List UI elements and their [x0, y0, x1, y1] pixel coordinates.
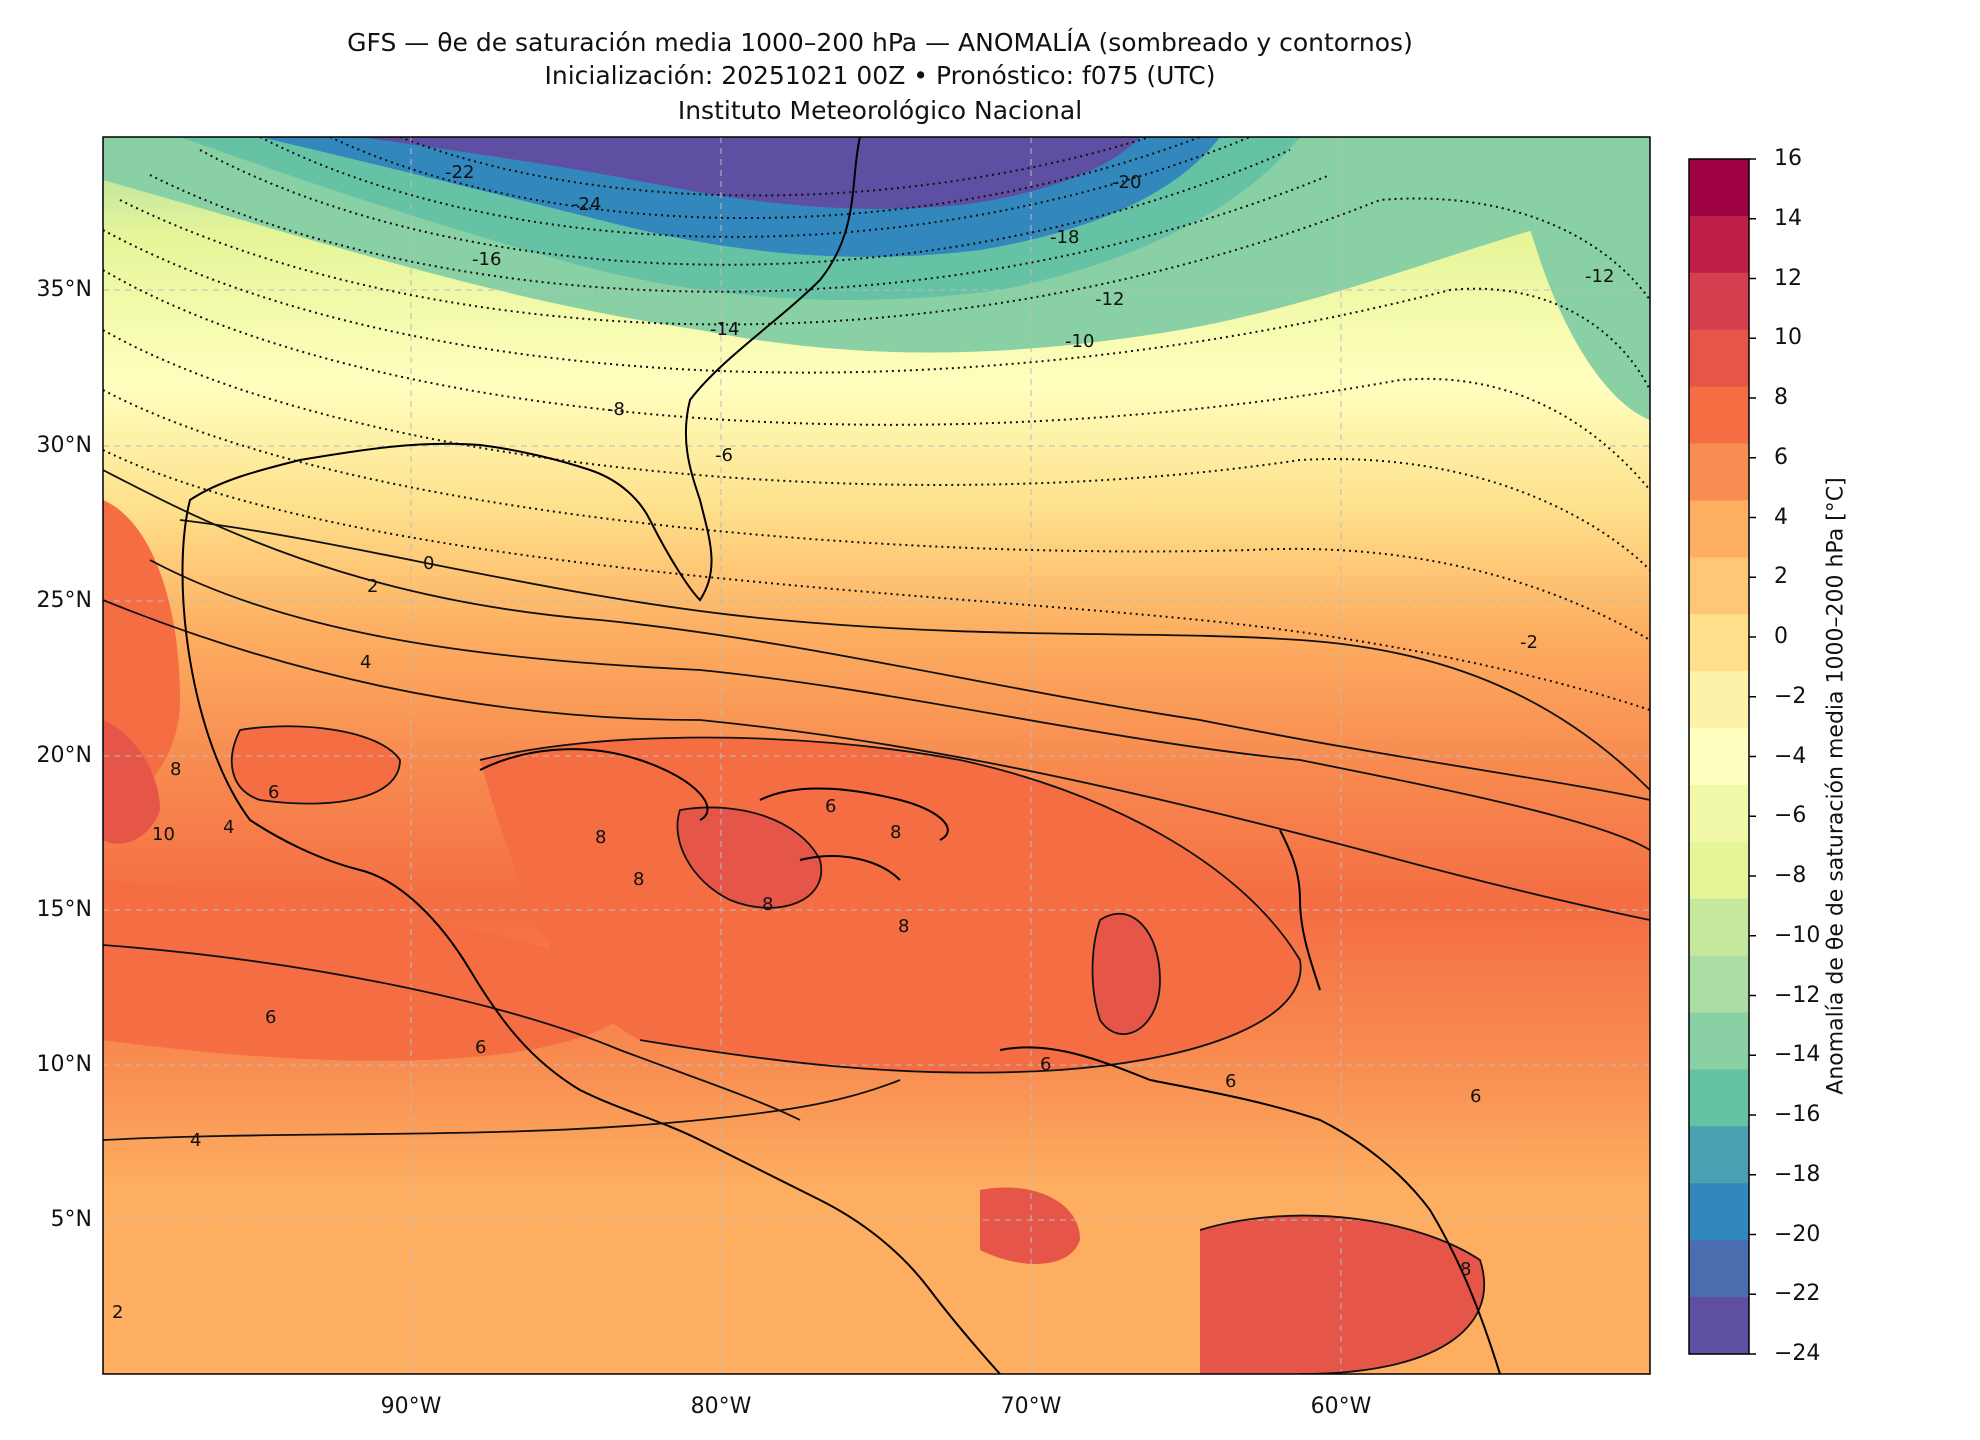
colorbar-segment: [1689, 728, 1749, 786]
contour-label: 8: [595, 827, 606, 848]
contour-label: 8: [1460, 1259, 1471, 1280]
contour-label: 6: [475, 1037, 486, 1058]
contour-label: 6: [265, 1007, 276, 1028]
colorbar-segment: [1689, 1126, 1749, 1184]
colorbar-tick-label: −18: [1774, 1161, 1821, 1187]
colorbar-tick-label: −4: [1774, 743, 1807, 769]
contour-label: -12: [1585, 266, 1614, 287]
contour-label: -8: [607, 399, 625, 420]
map-frame: [102, 136, 1651, 1375]
colorbar-segment: [1689, 1012, 1749, 1071]
colorbar-segment: [1689, 898, 1749, 957]
colorbar-segment: [1689, 159, 1749, 217]
contour-label: -10: [1065, 331, 1094, 352]
contour-label: -20: [1112, 172, 1141, 193]
contour-label: 0: [423, 553, 434, 574]
contour-label: 2: [112, 1302, 123, 1323]
coastlines: [181, 137, 1501, 1374]
colorbar-segment: [1689, 1183, 1749, 1241]
contour-label: -18: [1050, 227, 1079, 248]
contour-label: 8: [762, 894, 773, 915]
contour-label: -24: [572, 194, 601, 215]
colorbar-segment: [1689, 329, 1749, 388]
lat-label: 15°N: [36, 897, 92, 922]
colorbar: [1689, 158, 1756, 1355]
contour-label: 8: [898, 916, 909, 937]
colorbar-segment: [1689, 272, 1749, 331]
colorbar-tick-label: −22: [1774, 1281, 1821, 1307]
contour-label: -12: [1095, 289, 1124, 310]
contour-label: 4: [360, 652, 371, 673]
colorbar-tick-label: 0: [1774, 624, 1788, 649]
colorbar-tick-label: −24: [1774, 1341, 1821, 1366]
colorbar-segment: [1689, 671, 1749, 729]
lat-label: 25°N: [36, 588, 92, 613]
contour-label: 8: [890, 822, 901, 843]
colorbar-tick-label: 8: [1774, 385, 1788, 410]
lat-label: 5°N: [50, 1207, 92, 1232]
colorbar-tick-label: −16: [1774, 1102, 1821, 1127]
lon-label: 90°W: [380, 1394, 442, 1419]
contour-label: -2: [1520, 632, 1538, 653]
contour-label: 6: [1225, 1071, 1236, 1092]
contour-label: 2: [367, 576, 378, 597]
colorbar-tick-label: 14: [1774, 205, 1802, 231]
contour-lines: [103, 137, 1650, 1374]
colorbar-segment: [1689, 443, 1749, 502]
colorbar-segment: [1689, 557, 1749, 615]
colorbar-tick-label: −14: [1774, 1042, 1821, 1068]
lat-label: 20°N: [36, 743, 92, 768]
colorbar-segment: [1689, 1240, 1749, 1298]
colorbar-tick-label: 12: [1774, 265, 1802, 291]
colorbar-title: Anomalía de θe de saturación media 1000–…: [1823, 477, 1849, 1095]
contour-label: 6: [825, 796, 836, 817]
contour-label: 6: [1470, 1086, 1481, 1107]
title-line-1: GFS — θe de saturación media 1000–200 hP…: [347, 28, 1413, 57]
colorbar-tick-label: 4: [1774, 504, 1788, 530]
contour-label: 4: [190, 1130, 201, 1151]
contour-label: -22: [445, 162, 474, 183]
colorbar-tick-label: −10: [1774, 922, 1821, 948]
colorbar-tick-label: −2: [1774, 683, 1807, 709]
contour-label: 8: [633, 869, 644, 890]
contour-label-group: -24 -22 -20 -18 -16 -14 -12 -12 -10 -8 -…: [112, 162, 1614, 1323]
colorbar-tick-label: −6: [1774, 803, 1807, 829]
colorbar-tick-label: 2: [1774, 564, 1788, 590]
contour-label: 6: [268, 782, 279, 803]
title-line-3: Instituto Meteorológico Nacional: [677, 96, 1083, 125]
colorbar-tick-label: 16: [1774, 146, 1802, 171]
contour-label: -14: [710, 319, 739, 340]
colorbar-segment: [1689, 1297, 1749, 1355]
lat-label: 35°N: [36, 277, 92, 302]
contour-label: 8: [170, 759, 181, 780]
colorbar-tick-label: −12: [1774, 982, 1821, 1008]
lon-label: 80°W: [690, 1394, 752, 1419]
lon-label: 70°W: [1000, 1394, 1062, 1419]
colorbar-segment: [1689, 1069, 1749, 1127]
colorbar-segment: [1689, 215, 1749, 274]
colorbar-tick-label: −20: [1774, 1221, 1821, 1247]
lat-label: 10°N: [36, 1052, 92, 1077]
colorbar-segment: [1689, 386, 1749, 445]
contour-label: -6: [715, 445, 733, 466]
contour-label: -16: [472, 249, 501, 270]
title-line-2: Inicialización: 20251021 00Z • Pronóstic…: [544, 61, 1216, 90]
contour-label: 10: [152, 824, 175, 845]
colorbar-tick-label: 6: [1774, 444, 1788, 470]
colorbar-segment: [1689, 500, 1749, 558]
colorbar-segment: [1689, 614, 1749, 672]
lon-label: 60°W: [1310, 1394, 1372, 1419]
colorbar-segment: [1689, 784, 1749, 843]
graticule: [103, 137, 1650, 1374]
colorbar-tick-label: 10: [1774, 325, 1802, 351]
contour-label: 4: [223, 817, 234, 838]
colorbar-segment: [1689, 841, 1749, 900]
colorbar-frame: [1688, 158, 1750, 1355]
colorbar-segment: [1689, 955, 1749, 1014]
lat-label: 30°N: [36, 433, 92, 458]
contour-label: 6: [1040, 1054, 1051, 1075]
colorbar-tick-label: −8: [1774, 863, 1807, 888]
